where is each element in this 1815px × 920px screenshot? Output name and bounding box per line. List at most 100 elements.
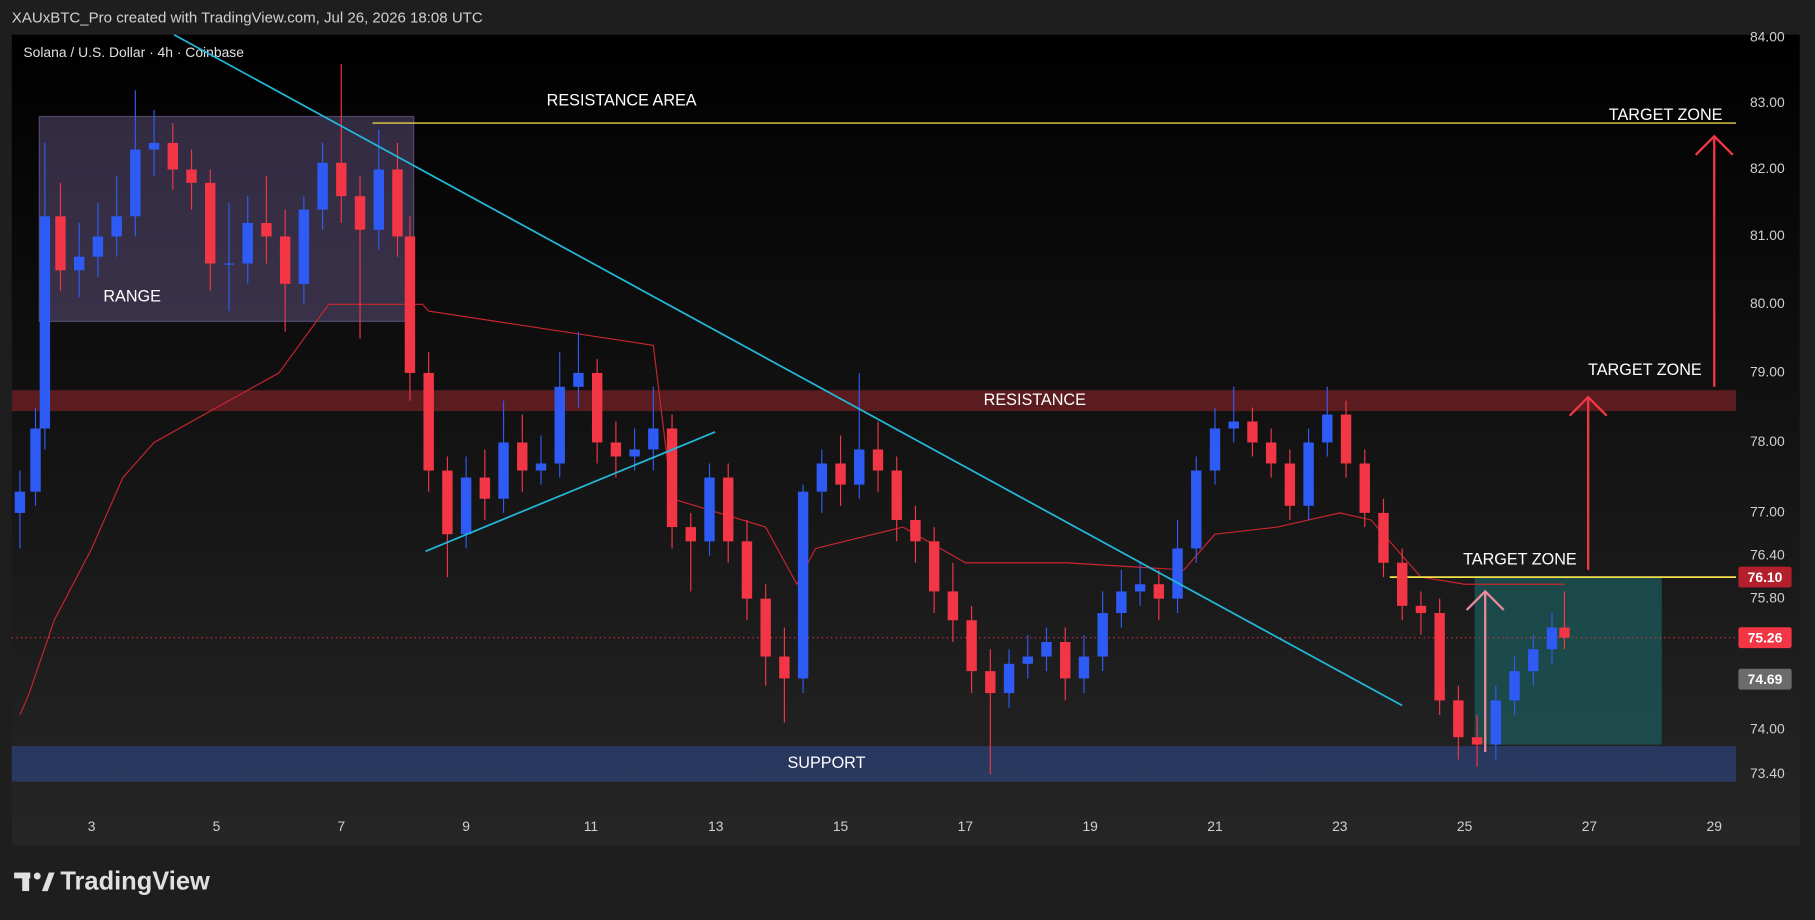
brand: TradingView xyxy=(60,868,210,896)
y-tick-label: 75.80 xyxy=(1750,589,1785,605)
candle-body xyxy=(947,591,959,621)
x-tick-label: 19 xyxy=(1082,818,1098,834)
candle-body xyxy=(1022,656,1033,664)
candle-body xyxy=(797,491,809,679)
candle-body xyxy=(1434,613,1445,701)
candle-body xyxy=(1490,700,1502,745)
target-arrow-head xyxy=(1694,134,1734,156)
candle-body xyxy=(498,442,509,499)
candle-body xyxy=(1060,642,1071,679)
candle-body xyxy=(442,470,453,535)
chart-title: Solana / U.S. Dollar · 4h · Coinbase xyxy=(23,44,244,60)
candle-body xyxy=(205,182,216,264)
candle-body xyxy=(39,216,51,429)
price-label-box xyxy=(1738,627,1792,649)
candle-body xyxy=(760,598,771,657)
x-tick-label: 21 xyxy=(1207,818,1223,834)
candle-body xyxy=(1172,548,1183,599)
x-tick-label: 5 xyxy=(213,818,221,834)
candle-body xyxy=(130,149,141,217)
candle-body xyxy=(1509,671,1520,701)
candle-body xyxy=(573,372,584,387)
indicator-line xyxy=(19,303,1565,716)
candle-body xyxy=(1471,737,1483,745)
candle-body xyxy=(1322,414,1333,443)
target-box xyxy=(1474,577,1662,745)
candle-body xyxy=(460,477,472,535)
candle-body xyxy=(629,449,640,457)
candle-body xyxy=(261,223,272,237)
candle-body xyxy=(1247,421,1258,443)
candle-body xyxy=(1191,470,1202,549)
header: XAUxBTC_Pro created with TradingView.com… xyxy=(12,9,483,26)
price-label-box xyxy=(1738,566,1792,588)
x-tick-label: 17 xyxy=(958,818,974,834)
resistance-area-label: RESISTANCE AREA xyxy=(547,91,697,109)
candle-body xyxy=(723,477,734,542)
y-tick-label: 80.00 xyxy=(1750,295,1785,311)
candle-body xyxy=(14,491,26,513)
candle-body xyxy=(517,442,528,471)
candle-body xyxy=(928,541,940,592)
target-zone-label: TARGET ZONE xyxy=(1588,361,1702,379)
candle-body xyxy=(423,372,434,471)
candle-body xyxy=(1528,649,1539,672)
candle-body xyxy=(554,386,565,464)
target-arrow-head xyxy=(1568,395,1608,417)
candle-body xyxy=(704,477,715,542)
logo-icon xyxy=(14,872,55,892)
price-label: 75.26 xyxy=(1748,629,1783,645)
y-tick-label: 84.00 xyxy=(1750,29,1785,45)
y-tick-label: 74.00 xyxy=(1750,720,1785,736)
candle-body xyxy=(648,428,659,450)
candle-body xyxy=(1303,442,1314,506)
candle-body xyxy=(1378,512,1389,563)
candle-body xyxy=(1359,463,1370,513)
target-zone-label: TARGET ZONE xyxy=(1463,550,1577,568)
y-tick-label: 82.00 xyxy=(1750,160,1785,176)
candle-body xyxy=(966,620,977,672)
candle-body xyxy=(1116,591,1127,614)
candle-body xyxy=(1284,463,1296,506)
y-tick-label: 73.40 xyxy=(1750,765,1785,781)
candle-body xyxy=(336,162,347,197)
x-tick-label: 25 xyxy=(1457,818,1473,834)
candle-body xyxy=(298,209,310,284)
x-tick-label: 11 xyxy=(584,818,599,834)
x-tick-label: 15 xyxy=(833,818,849,834)
target-arrow-head xyxy=(1465,589,1505,611)
candle-body xyxy=(1265,442,1277,464)
candle-body xyxy=(1153,584,1165,599)
candle-body xyxy=(741,541,753,599)
x-tick-label: 13 xyxy=(708,818,724,834)
y-tick-label: 77.00 xyxy=(1750,504,1785,520)
candle-body xyxy=(1340,414,1352,464)
x-tick-label: 7 xyxy=(337,818,345,834)
candle-body xyxy=(891,470,902,520)
candle-body xyxy=(279,236,291,284)
candle-body xyxy=(354,196,366,230)
candle-body xyxy=(816,463,828,492)
candle-body xyxy=(148,142,160,150)
candle-body xyxy=(392,169,403,237)
candle-body xyxy=(55,216,66,271)
candle-body xyxy=(92,236,104,257)
x-tick-label: 23 xyxy=(1332,818,1348,834)
candle-body xyxy=(111,216,122,237)
candle-body xyxy=(1559,627,1570,638)
y-tick-label: 79.00 xyxy=(1750,364,1785,380)
candle-body xyxy=(1041,642,1052,657)
price-label-box xyxy=(1738,668,1792,690)
candle-body xyxy=(1546,627,1558,650)
candle-body xyxy=(186,169,197,183)
x-tick-label: 3 xyxy=(88,818,96,834)
resistance-label: RESISTANCE xyxy=(984,391,1086,409)
x-tick-label: 29 xyxy=(1707,818,1723,834)
candle-body xyxy=(242,223,253,264)
candle-body xyxy=(1209,428,1221,471)
support-band xyxy=(11,746,1737,782)
y-tick-label: 81.00 xyxy=(1750,227,1785,243)
target-zone-label: TARGET ZONE xyxy=(1609,106,1723,124)
candle-body xyxy=(1228,421,1239,429)
